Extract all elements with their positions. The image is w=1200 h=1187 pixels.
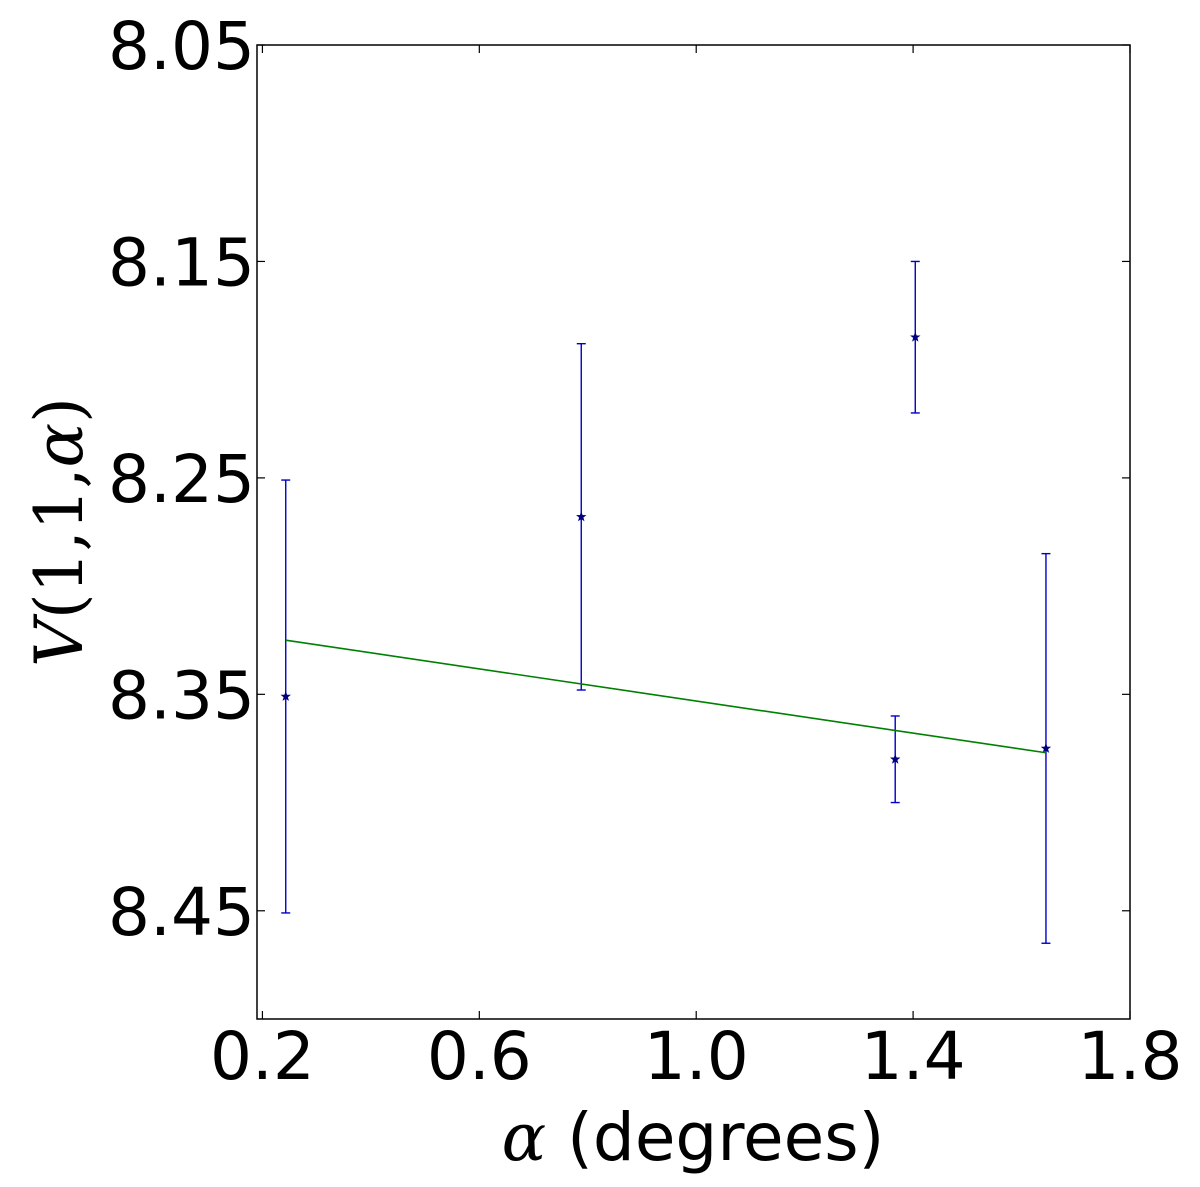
data-point-star <box>576 511 587 522</box>
data-point-star <box>890 753 901 764</box>
fit-line <box>285 639 1047 754</box>
plot-frame <box>256 44 1131 1020</box>
x-axis-label-text: (degrees) <box>546 1099 884 1176</box>
x-tick-label: 1.8 <box>1078 1018 1183 1095</box>
x-tick-label: 0.2 <box>210 1018 315 1095</box>
y-tick-label: 8.25 <box>108 441 255 518</box>
x-tick-label: 0.6 <box>427 1018 532 1095</box>
y-axis-label-close: ) <box>21 397 98 423</box>
y-tick-label: 8.35 <box>108 657 255 734</box>
y-axis-label: V(1,1,α) <box>21 397 98 667</box>
y-tick-label: 8.45 <box>108 874 255 951</box>
y-axis-label-alpha: α <box>21 423 98 468</box>
plot-layer <box>280 260 1052 944</box>
x-axis-label: α (degrees) <box>502 1099 885 1176</box>
x-tick-label: 1.0 <box>644 1018 749 1095</box>
data-point-star <box>910 331 921 342</box>
data-point-star <box>280 691 291 701</box>
tick-layer: 0.2 0.6 1.0 1.4 1.8 8.05 8.15 8.25 8.35 8.45 <box>108 8 1182 1095</box>
y-tick-label: 8.15 <box>108 224 255 301</box>
y-axis-label-args: (1,1, <box>21 467 98 619</box>
data-point-star <box>1040 742 1052 753</box>
y-tick-label: 8.05 <box>108 8 255 85</box>
x-tick-label: 1.4 <box>861 1018 966 1095</box>
y-axis-label-v: V <box>21 613 98 667</box>
x-axis-label-symbol: α <box>502 1099 547 1176</box>
